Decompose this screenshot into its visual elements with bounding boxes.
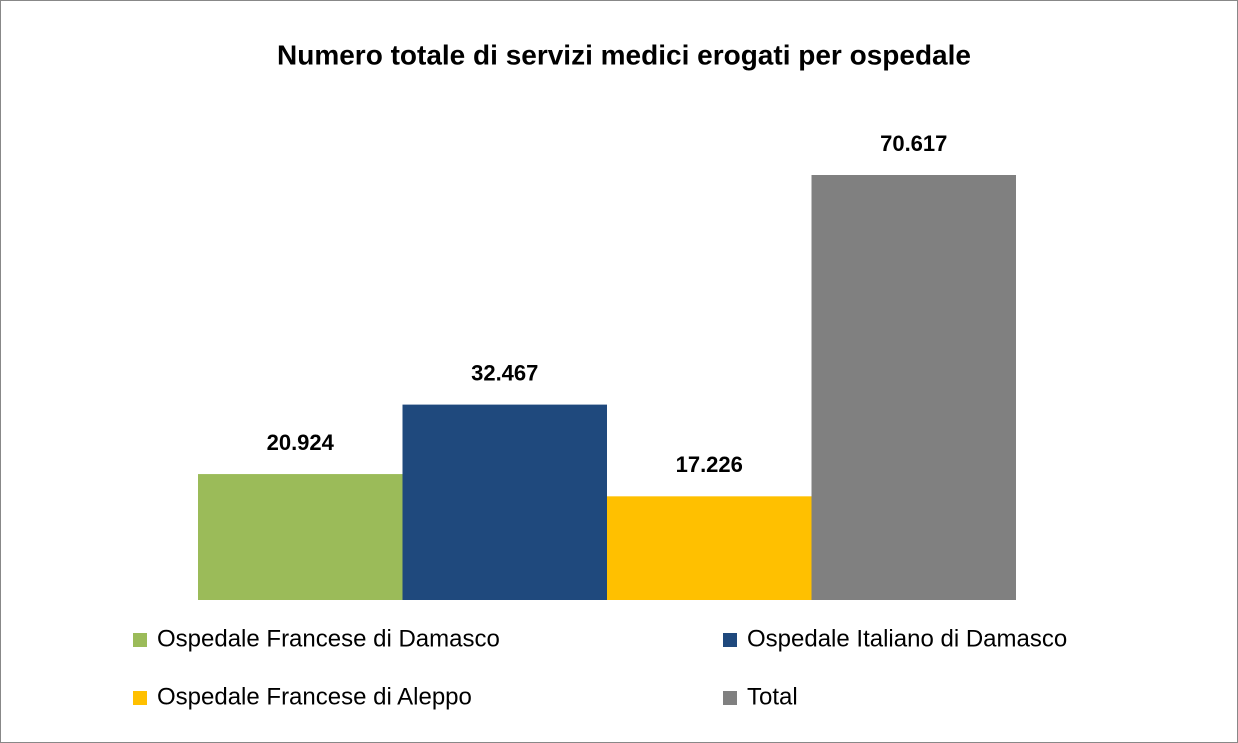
- legend-label: Total: [747, 683, 798, 710]
- legend-swatch: [723, 691, 737, 705]
- value-label: 70.617: [880, 131, 947, 156]
- value-label: 20.924: [267, 430, 335, 455]
- chart-title: Numero totale di servizi medici erogati …: [277, 39, 971, 70]
- legend-swatch: [723, 633, 737, 647]
- legend-label: Ospedale Francese di Aleppo: [157, 683, 472, 710]
- legend-swatch: [133, 633, 147, 647]
- value-label: 32.467: [471, 360, 538, 385]
- bar: [198, 474, 403, 600]
- legend-label: Ospedale Francese di Damasco: [157, 625, 500, 652]
- legend-swatch: [133, 691, 147, 705]
- bar: [811, 175, 1016, 600]
- legend-label: Ospedale Italiano di Damasco: [747, 625, 1067, 652]
- bar: [607, 496, 812, 600]
- bar: [402, 404, 607, 600]
- value-label: 17.226: [676, 452, 743, 477]
